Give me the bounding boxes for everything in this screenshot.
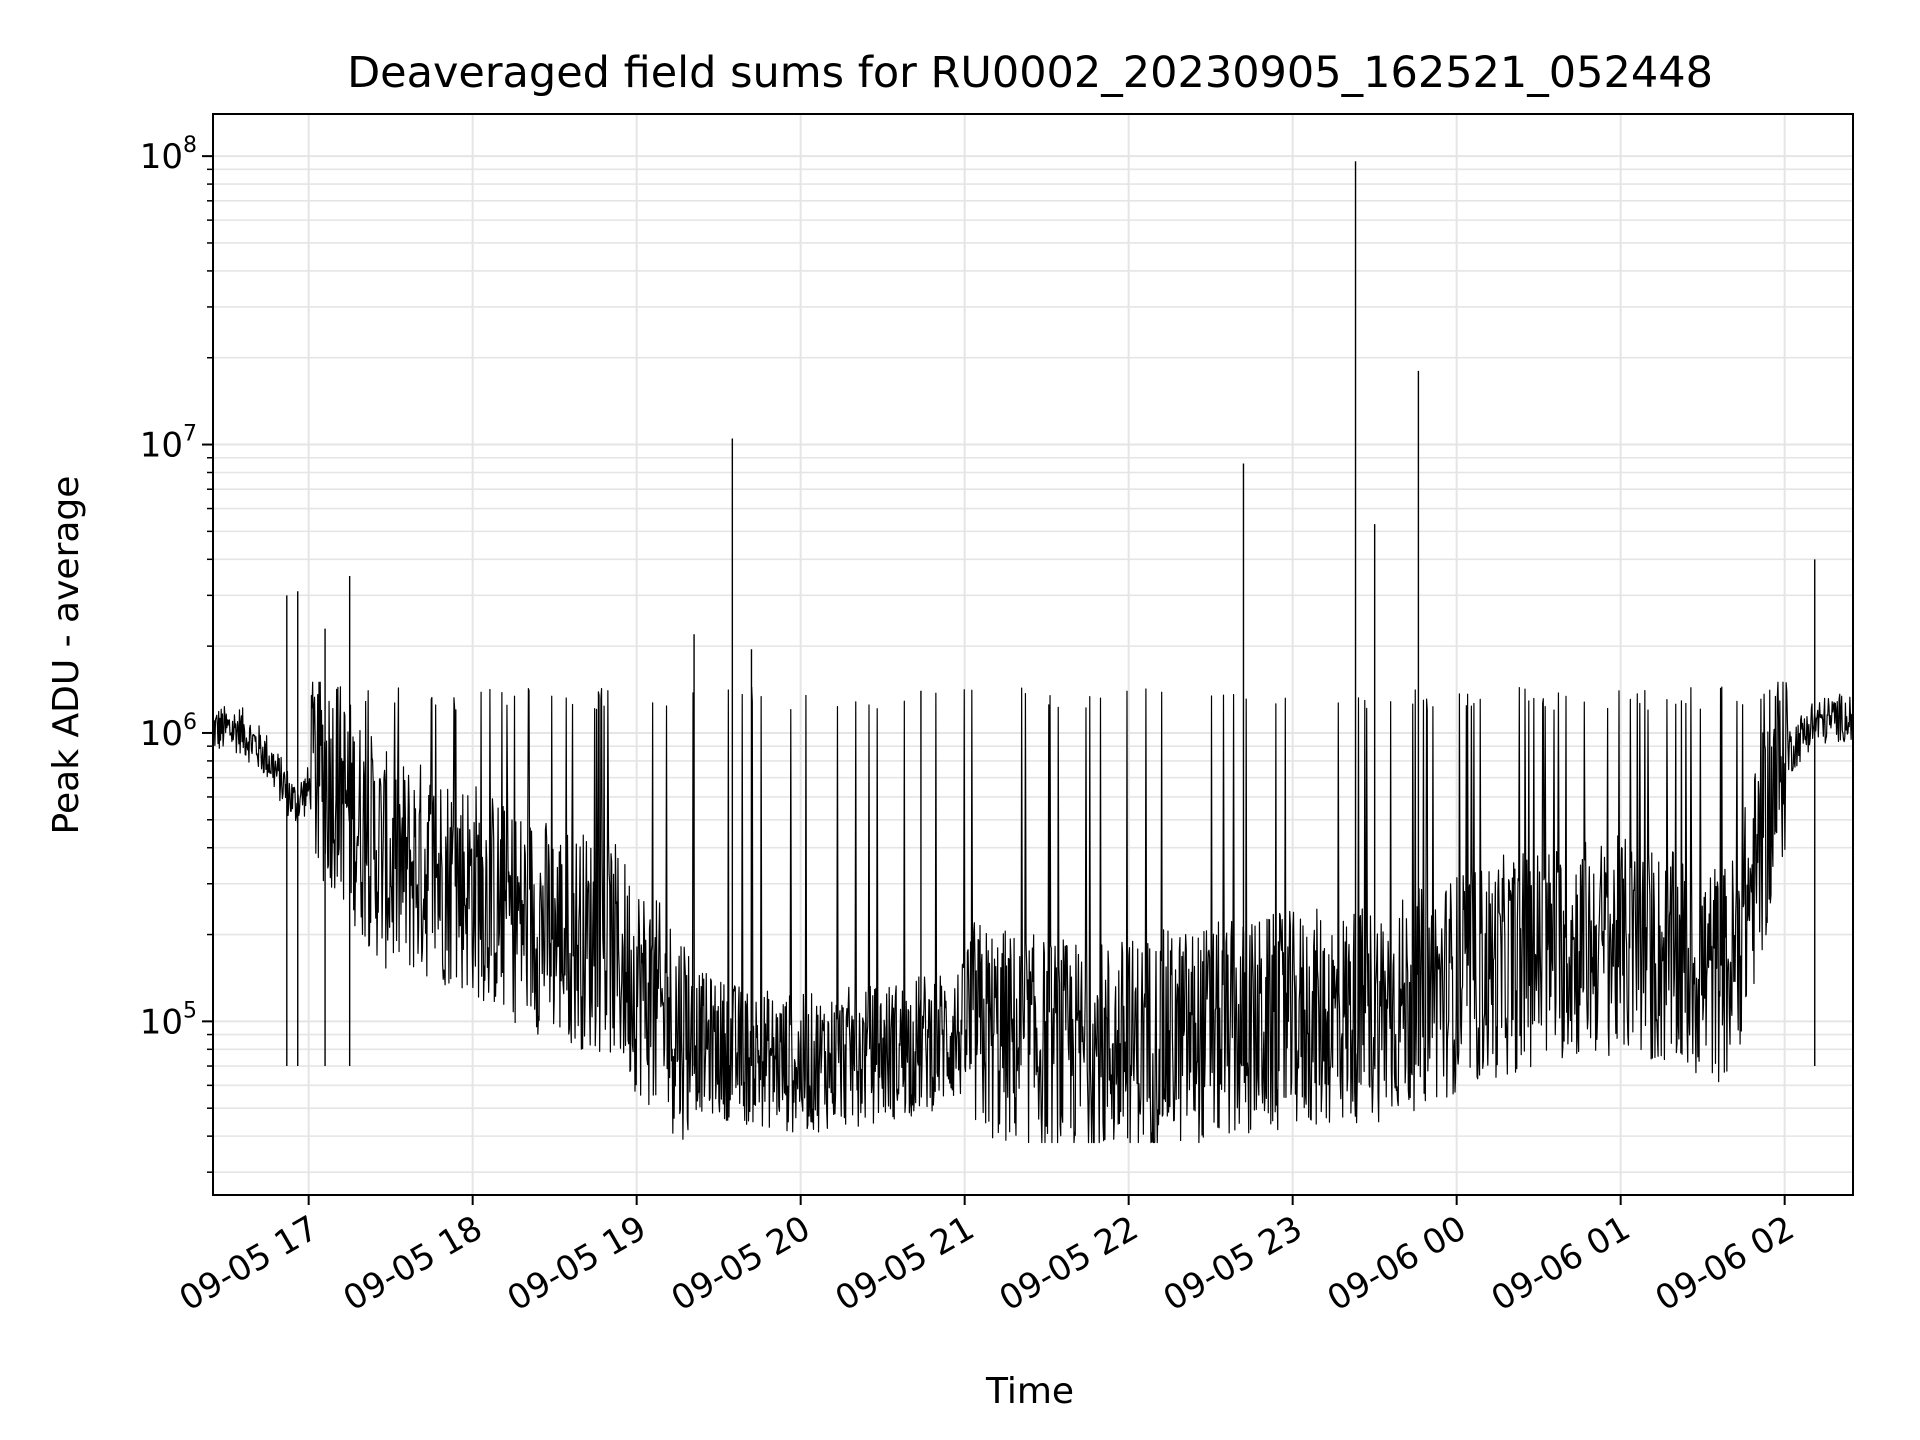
x-tick-label: 09-05 18	[337, 1208, 489, 1319]
plot-frame	[212, 113, 1854, 1196]
y-tick-label: 105	[140, 998, 197, 1042]
x-axis-label: Time	[985, 1371, 1074, 1412]
x-tick-label: 09-05 20	[665, 1208, 817, 1319]
grid-lines	[213, 114, 1853, 1195]
x-tick-label: 09-05 19	[501, 1208, 653, 1319]
series-line	[212, 681, 1854, 1144]
x-tick-label: 09-06 01	[1485, 1208, 1637, 1319]
x-tick-label: 09-05 17	[173, 1208, 325, 1319]
x-tick-label: 09-05 22	[993, 1208, 1145, 1319]
y-axis: 105 106 107 108	[140, 133, 213, 1173]
x-tick-label: 09-05 23	[1157, 1208, 1309, 1319]
x-axis: 09-05 17 09-05 18 09-05 19 09-05 20 09-05 21…	[173, 1195, 1801, 1319]
chart-title: Deaveraged field sums for RU0002_2023090…	[347, 48, 1713, 98]
y-axis-label: Peak ADU - average	[46, 476, 87, 835]
data-series	[212, 161, 1854, 1144]
x-tick-label: 09-05 21	[829, 1208, 981, 1319]
y-tick-label: 106	[140, 710, 197, 754]
y-tick-label: 108	[140, 133, 197, 177]
x-tick-label: 09-06 02	[1649, 1208, 1801, 1319]
y-tick-label: 107	[140, 422, 197, 466]
x-tick-label: 09-06 00	[1321, 1208, 1473, 1319]
